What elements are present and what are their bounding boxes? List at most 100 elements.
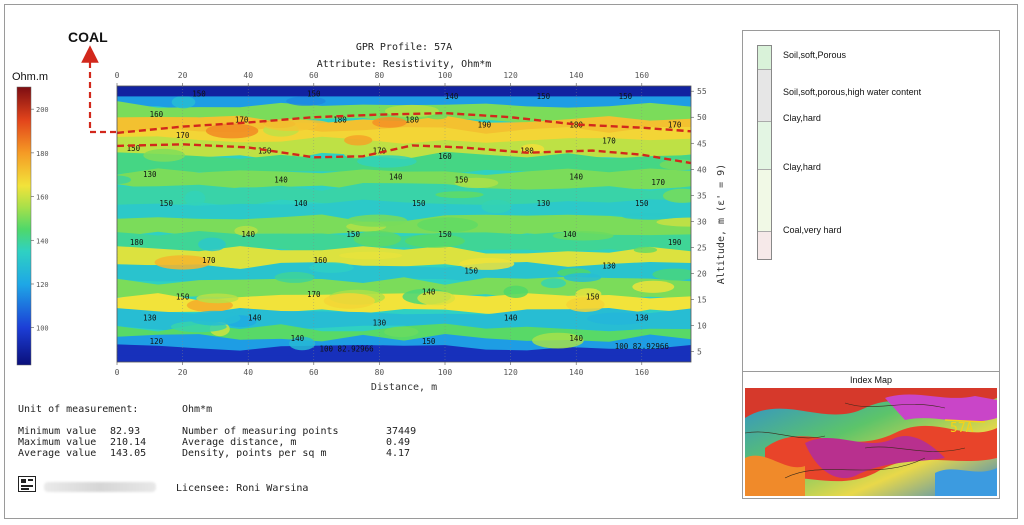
avg-label: Average value <box>18 448 97 459</box>
x-tick-label-bottom: 100 <box>438 368 453 377</box>
software-logo-icon <box>18 476 36 492</box>
heatmap-band <box>117 214 691 239</box>
contour-label: 150 <box>422 337 436 346</box>
chart-title: GPR Profile: 57A <box>356 42 452 53</box>
contour-label: 170 <box>176 131 190 140</box>
contour-label: 170 <box>668 121 682 130</box>
y-tick-label: 30 <box>697 217 707 226</box>
heatmap-blob <box>459 257 515 270</box>
contour-label: 190 <box>668 238 682 247</box>
contour-label: 150 <box>619 92 633 101</box>
contour-label: 170 <box>602 136 616 145</box>
strata-label: Clay,hard <box>783 113 821 123</box>
min-value: 82.93 <box>110 426 141 437</box>
report-frame <box>4 4 1018 519</box>
y-tick-label: 25 <box>697 243 707 252</box>
strata-swatch <box>758 70 771 122</box>
density-label: Density, points per sq m <box>182 448 327 459</box>
contour-label: 150 <box>258 147 272 156</box>
heatmap-blob <box>286 96 326 106</box>
density-value: 4.17 <box>386 448 411 459</box>
heatmap-blob <box>633 246 658 253</box>
x-tick-label-bottom: 140 <box>569 368 584 377</box>
contour-label: 150 <box>127 144 141 153</box>
strata-label: Soil,soft,Porous <box>783 50 847 60</box>
contour-label: 170 <box>202 256 216 265</box>
heatmap-blob <box>171 95 196 109</box>
contour-label: 130 <box>537 199 551 208</box>
contour-label: 150 <box>438 230 452 239</box>
contour-label: 180 <box>333 116 347 125</box>
contour-label: 120 <box>150 337 164 346</box>
strata-swatch <box>758 46 771 70</box>
heatmap-band <box>117 245 691 271</box>
y-tick-label: 5 <box>697 348 702 357</box>
contour-label: 140 <box>389 173 403 182</box>
heatmap-blob <box>234 225 258 236</box>
contour-label: 150 <box>176 293 190 302</box>
heatmap-band <box>117 231 691 253</box>
plot-border <box>116 85 692 363</box>
contour-label: 150 <box>159 199 173 208</box>
contour-label: 140 <box>422 287 436 296</box>
heatmap-blob <box>309 262 354 273</box>
heatmap-blob <box>372 117 407 128</box>
heatmap-blob <box>289 336 316 351</box>
heatmap-band <box>117 183 691 208</box>
y-tick-label: 55 <box>697 87 707 96</box>
strata-swatch <box>758 170 771 232</box>
x-axis-label: Distance, m <box>371 382 437 393</box>
colorbar-tick-label: 120 <box>36 281 49 289</box>
colorbar-tick-label: 160 <box>36 194 49 202</box>
heatmap-blob <box>481 199 512 214</box>
colorbar-tick-label: 140 <box>36 237 49 245</box>
heatmap-blob <box>656 217 691 227</box>
npts-label: Number of measuring points <box>182 426 339 437</box>
contour-label: 160 <box>438 152 452 161</box>
heatmap-blob <box>263 118 318 131</box>
max-value: 210.14 <box>110 437 147 448</box>
heatmap-blob <box>532 332 584 349</box>
contour-label: 130 <box>602 261 616 270</box>
contour-label: 170 <box>651 178 665 187</box>
heatmap-blob <box>274 271 315 283</box>
contour-label: 150 <box>307 89 321 98</box>
contour-label: 140 <box>569 173 583 182</box>
strata-label: Soil,soft,porous,high water content <box>783 87 922 97</box>
contour-label: 190 <box>478 121 492 130</box>
colorbar-tick-label: 180 <box>36 150 49 158</box>
contour-label: 130 <box>143 313 157 322</box>
contour-label: 140 <box>274 175 288 184</box>
heatmap-blob <box>417 217 478 233</box>
colorbar <box>16 86 32 366</box>
heatmap-blob <box>384 326 419 338</box>
strata-swatch <box>758 122 771 170</box>
contour-label: 150 <box>464 267 478 276</box>
heatmap-blob <box>143 148 186 162</box>
contour-label: 130 <box>373 319 387 328</box>
x-tick-label-bottom: 40 <box>243 368 253 377</box>
contour-label: 100 82.92966 <box>320 345 375 354</box>
contour-label: 130 <box>635 313 649 322</box>
heatmap-band <box>117 308 691 333</box>
contour-label: 140 <box>504 313 518 322</box>
contour-label: 180 <box>405 116 419 125</box>
contour-label: 140 <box>569 334 583 343</box>
y-tick-label: 20 <box>697 269 707 278</box>
contour-label: 180 <box>569 121 583 130</box>
heatmap-bottom-edge <box>117 355 691 362</box>
x-tick-label-bottom: 160 <box>635 368 650 377</box>
heatmap-blob <box>622 213 676 220</box>
heatmap-top-edge <box>117 86 691 97</box>
heatmap-blob <box>117 175 131 185</box>
heatmap-blob <box>357 155 417 168</box>
heatmap-blob <box>662 188 691 203</box>
y-tick-label: 50 <box>697 113 707 122</box>
colorbar-tick-label: 200 <box>36 106 49 114</box>
heatmap-blob <box>541 278 566 289</box>
min-label: Minimum value <box>18 426 97 437</box>
x-tick-label-top: 160 <box>635 71 650 80</box>
contour-label: 170 <box>235 116 249 125</box>
heatmap-blob <box>184 190 206 206</box>
redacted-text <box>44 482 156 492</box>
